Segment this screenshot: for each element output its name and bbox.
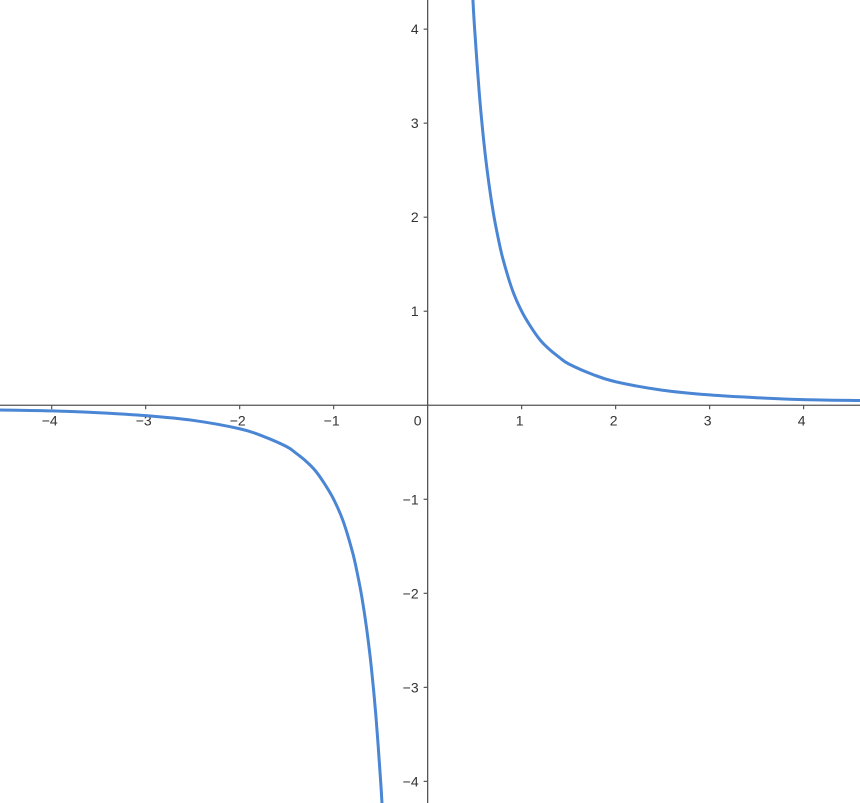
x-tick-label: 4: [798, 412, 806, 428]
x-tick-label: −1: [324, 412, 340, 428]
y-tick-label: 4: [411, 21, 419, 37]
curve-branch-positive: [471, 0, 860, 403]
y-tick-label: 2: [411, 209, 419, 225]
x-tick-label: 0: [414, 412, 422, 428]
x-tick-label: 1: [516, 412, 524, 428]
y-tick-label: −3: [403, 679, 419, 695]
curve-branch-negative: [0, 408, 384, 803]
x-tick-label: 3: [704, 412, 712, 428]
x-tick-label: 2: [610, 412, 618, 428]
y-tick-label: 3: [411, 115, 419, 131]
x-tick-label: −4: [42, 412, 58, 428]
y-tick-label: −1: [403, 491, 419, 507]
ticks: [51, 28, 805, 782]
y-tick-label: −4: [403, 773, 419, 789]
y-tick-label: 1: [411, 303, 419, 319]
x-tick-label: −2: [230, 412, 246, 428]
y-tick-label: −2: [403, 585, 419, 601]
